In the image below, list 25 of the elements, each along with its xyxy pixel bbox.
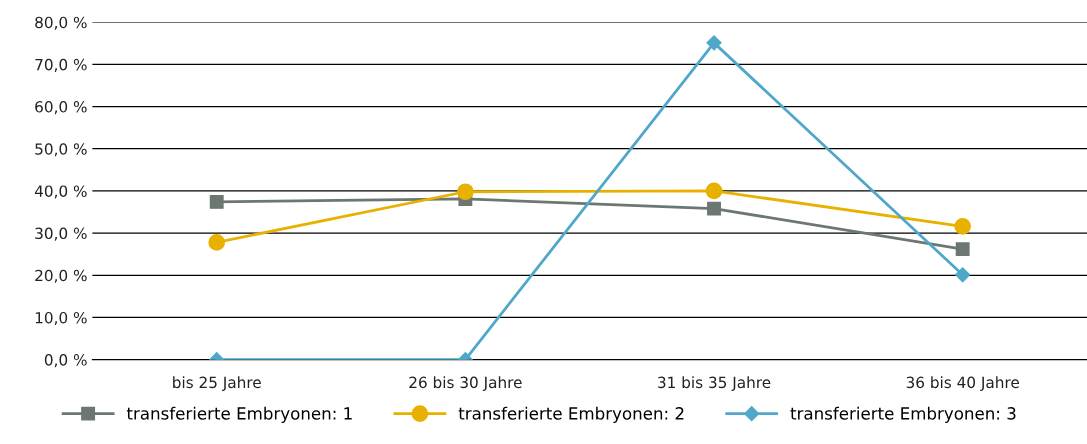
y-tick-label: 60,0 % bbox=[35, 101, 87, 115]
legend-label: transferierte Embryonen: 2 bbox=[458, 406, 684, 423]
x-tick-label: 36 bis 40 Jahre bbox=[906, 376, 1019, 391]
y-tick-label: 80,0 % bbox=[35, 16, 87, 30]
x-tick-label: bis 25 Jahre bbox=[173, 376, 261, 391]
point bbox=[209, 194, 224, 209]
x-tick-label: 31 bis 35 Jahre bbox=[658, 376, 771, 391]
point bbox=[705, 182, 723, 200]
y-tick-label: 40,0 % bbox=[34, 185, 87, 199]
point bbox=[707, 201, 721, 216]
point bbox=[954, 218, 972, 235]
point bbox=[955, 242, 970, 257]
y-tick-label: 70,0 % bbox=[35, 58, 87, 72]
y-tick-label: 0,0 % bbox=[44, 354, 87, 368]
legend-label: transferierte Embryonen: 1 bbox=[126, 406, 352, 423]
y-tick-label: 30,0 % bbox=[35, 227, 87, 241]
y-tick-label: 20,0 % bbox=[35, 269, 87, 283]
x-tick-label: 26 bis 30 Jahre bbox=[409, 376, 522, 391]
point bbox=[208, 234, 226, 251]
point bbox=[706, 35, 722, 51]
legend-label: transferierte Embryonen: 3 bbox=[790, 406, 1016, 423]
point bbox=[955, 267, 971, 283]
point bbox=[457, 183, 474, 201]
y-tick-label: 50,0 % bbox=[35, 143, 87, 157]
y-tick-label: 10,0 % bbox=[35, 311, 87, 326]
